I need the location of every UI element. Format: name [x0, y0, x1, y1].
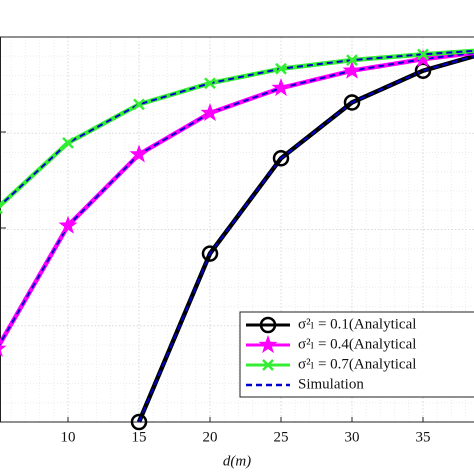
x-tick-label: 10 [61, 429, 76, 445]
point [133, 98, 145, 111]
legend-marker [262, 359, 274, 371]
legend: σ²ₗ = 0.1(Analytical σ²ₗ = 0.4(Analytical… [239, 311, 474, 398]
legend-marker [259, 316, 277, 334]
point [58, 215, 78, 234]
point [343, 94, 361, 111]
point [413, 49, 433, 68]
legend-marker [258, 335, 278, 354]
simulation-line [0, 51, 474, 346]
point [201, 245, 219, 262]
point [271, 78, 291, 97]
point [346, 54, 358, 66]
point [129, 144, 149, 163]
point [275, 62, 287, 75]
x-tick-label: 30 [345, 429, 360, 445]
legend-label: σ²ₗ = 0.1(Analytical [298, 316, 416, 332]
x-tick-label: 20 [203, 429, 218, 445]
plot-frame [0, 36, 474, 423]
simulation-line [138, 55, 474, 423]
x-tick-label: 15 [132, 429, 147, 445]
x-tick-label: 35 [416, 429, 431, 445]
point [200, 103, 220, 122]
point [414, 62, 432, 79]
point [0, 202, 3, 215]
simulation-line [0, 49, 474, 207]
point [0, 345, 7, 357]
legend-label: σ²ₗ = 0.4(Analytical [298, 336, 416, 352]
point [272, 150, 290, 167]
point [342, 60, 362, 79]
series-line [0, 48, 474, 209]
legend-label: Simulation [298, 376, 364, 392]
point [204, 77, 216, 90]
x-axis-label: d(m) [223, 453, 251, 469]
x-tick-label: 25 [274, 429, 289, 445]
point [417, 48, 429, 61]
point [130, 413, 148, 431]
point [62, 136, 74, 149]
legend-label: σ²ₗ = 0.7(Analytical [298, 356, 416, 372]
